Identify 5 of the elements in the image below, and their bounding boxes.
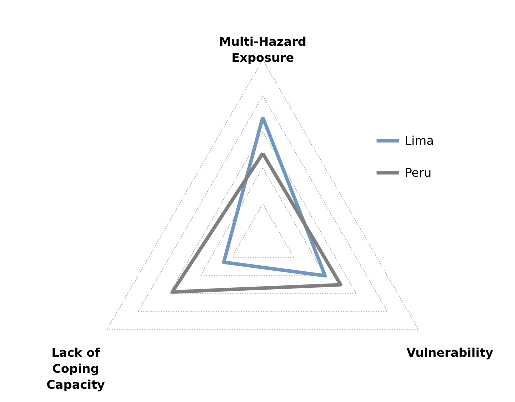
legend-label: Lima [405,134,434,148]
legend-label: Peru [405,166,432,180]
spoke-label: Multi-Hazard Exposure [219,35,307,66]
spoke-label: Vulnerability [406,346,494,360]
spoke-label: Lack of Coping Capacity [46,346,106,392]
